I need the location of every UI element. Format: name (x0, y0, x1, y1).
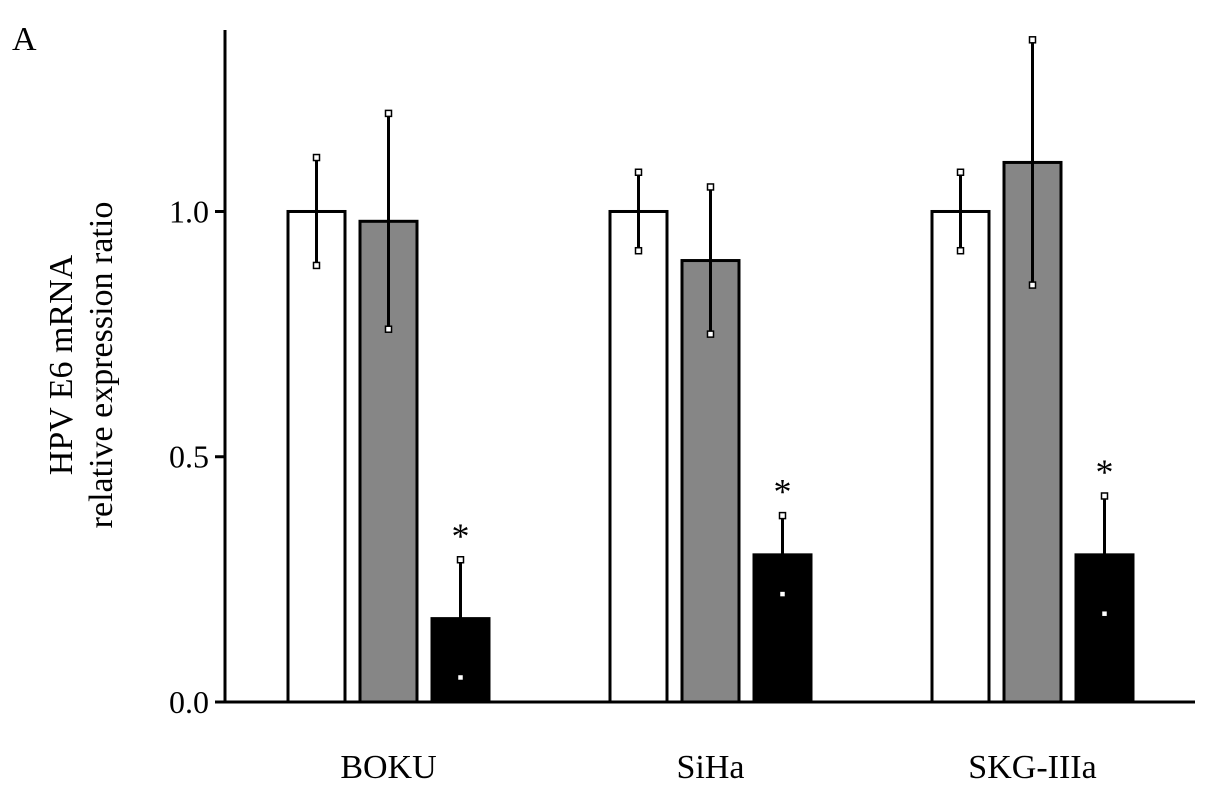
error-cap-bottom (778, 590, 787, 598)
error-cap-bottom (384, 325, 393, 333)
error-cap-top (1028, 36, 1037, 44)
significance-marker: * (774, 472, 792, 512)
x-category-label: SKG-IIIa (968, 749, 1096, 786)
bars-layer: * * * (286, 36, 1135, 704)
error-cap-top (778, 511, 787, 520)
error-cap-bottom (1028, 281, 1037, 289)
error-cap-top (384, 109, 393, 118)
y-tick-label: 0.5 (169, 439, 209, 475)
y-axis-label-line: relative expression ratio (83, 202, 120, 529)
bar (930, 209, 991, 704)
error-cap-top (456, 556, 465, 564)
significance-marker: * (452, 516, 470, 556)
bar (608, 209, 669, 704)
error-cap-top (706, 183, 715, 191)
panel-label: A (12, 21, 37, 58)
error-cap-bottom (1100, 609, 1109, 618)
error-cap-bottom (956, 246, 965, 255)
y-tick-label: 1.0 (169, 193, 209, 229)
y-axis-label-line: HPV E6 mRNA (43, 254, 80, 475)
x-category-label: BOKU (340, 749, 436, 786)
error-cap-top (956, 168, 965, 176)
significance-marker: * (1096, 452, 1114, 492)
y-axis-label-group: HPV E6 mRNA relative expression ratio (43, 202, 120, 529)
x-category-label: SiHa (677, 749, 745, 786)
bar (286, 209, 347, 704)
ticks-layer: 0.0 0.5 1.0 (169, 193, 225, 720)
category-labels-layer: BOKU SiHa SKG-IIIa (340, 749, 1096, 786)
error-cap-top (1100, 492, 1109, 500)
error-cap-bottom (634, 246, 643, 255)
error-cap-bottom (706, 330, 715, 338)
error-cap-top (634, 168, 643, 176)
error-cap-bottom (312, 261, 321, 270)
error-cap-bottom (456, 673, 465, 682)
error-cap-top (312, 153, 321, 162)
y-tick-label: 0.0 (169, 684, 209, 720)
axes-layer (223, 30, 1195, 704)
